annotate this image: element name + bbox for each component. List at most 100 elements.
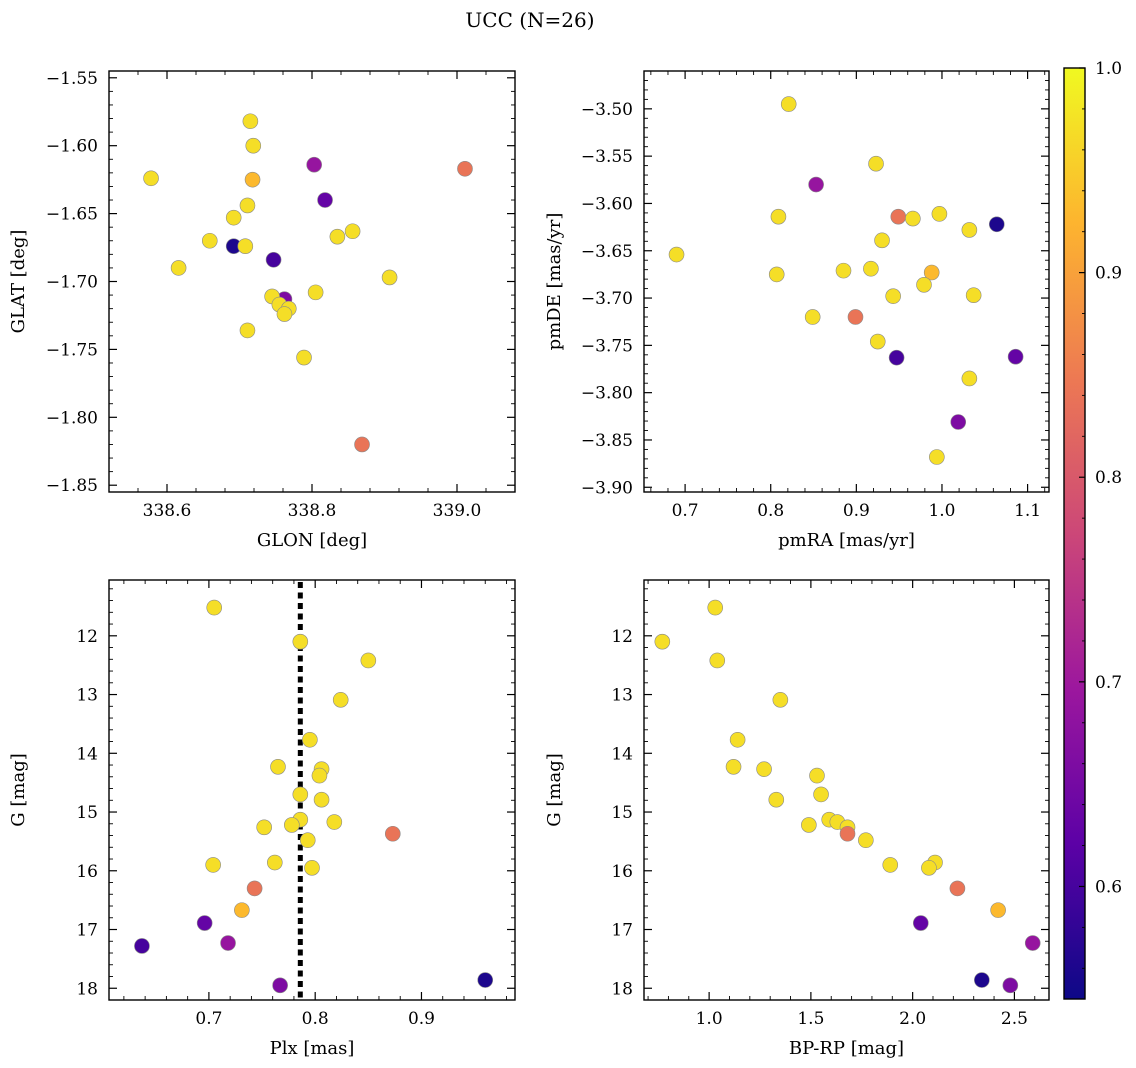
scatter-point [1002, 977, 1019, 994]
colorbar-tick-label: 1.0 [1095, 59, 1122, 79]
panel-glon-glat: 338.6 338.8 339.0 −1.55 −1.60 −1.65 −1.70 −1.75… [8, 69, 516, 551]
colorbar-tick-label: 0.9 [1095, 264, 1122, 284]
scatter-point [354, 436, 370, 453]
scatter-point [256, 819, 272, 836]
x-tick-label: 338.8 [288, 501, 337, 521]
scatter-point [770, 208, 787, 225]
scatter-point [808, 176, 824, 193]
scatter-point [296, 349, 312, 366]
scatter-point [916, 277, 932, 293]
scatter-point [302, 731, 318, 748]
y-tick-label: −1.75 [46, 340, 98, 360]
y-tick-label: 13 [76, 686, 98, 706]
scatter-point [317, 192, 333, 208]
y-axis-label: pmDE [mas/yr] [544, 213, 565, 351]
y-tick-label: −1.70 [46, 273, 98, 293]
scatter-point [890, 208, 907, 225]
y-tick-label: −3.85 [581, 431, 633, 451]
x-tick-label: 0.7 [195, 1009, 222, 1029]
scatter-point [270, 758, 286, 775]
scatter-point [244, 171, 261, 188]
scatter-point [905, 210, 921, 227]
y-tick-label: −1.60 [46, 137, 98, 157]
y-tick-label: −3.90 [581, 478, 633, 498]
y-axis-label: GLAT [deg] [8, 230, 29, 334]
scatter-point [304, 860, 320, 876]
y-tick-label: −3.80 [581, 384, 633, 404]
scatter-point [868, 155, 884, 172]
scatter-point [707, 599, 724, 616]
scatter-point [143, 170, 159, 187]
scatter-point [709, 652, 726, 669]
scatter-point [239, 197, 256, 214]
scatter-point [874, 232, 890, 249]
scatter-point [882, 857, 899, 873]
scatter-point [869, 333, 886, 350]
scatter-point [654, 633, 671, 650]
y-tick-label: −3.50 [581, 100, 633, 120]
scatter-point [272, 977, 288, 994]
y-tick-label: 12 [611, 627, 633, 647]
y-tick-label: −1.80 [46, 408, 98, 428]
scatter-point [237, 238, 254, 254]
scatter-point [170, 260, 187, 276]
scatter-point [847, 309, 864, 325]
scatter-point [225, 209, 242, 226]
y-tick-label: −3.75 [581, 336, 633, 356]
x-tick-label: 339.0 [433, 501, 482, 521]
colorbar: 0.6 0.7 0.8 0.9 1.0 [1063, 59, 1122, 1000]
panel-plx-g: 0.7 0.8 0.9 12 13 14 15 16 17 18 Plx [mas] G [mag] [8, 579, 516, 1059]
x-tick-label: 338.6 [143, 501, 192, 521]
scatter-point [839, 825, 856, 842]
x-tick-label: 1.0 [928, 501, 955, 521]
scatter-point [477, 972, 494, 988]
x-tick-label: 2.5 [1001, 1009, 1028, 1029]
scatter-point [809, 767, 825, 784]
scatter-point [242, 113, 259, 130]
scatter-point [313, 791, 330, 808]
y-tick-label: −3.60 [581, 194, 633, 214]
x-tick-label: 0.7 [672, 501, 699, 521]
y-tick-label: 15 [76, 803, 98, 823]
colorbar-tick-label: 0.7 [1095, 673, 1122, 693]
scatter-point [804, 309, 821, 325]
scatter-point [863, 260, 879, 277]
scatter-point [329, 228, 346, 245]
scatter-point [801, 817, 817, 833]
scatter-point [923, 264, 940, 281]
scatter-point [950, 414, 967, 430]
colorbar-gradient [1064, 68, 1085, 999]
scatter-point [307, 284, 324, 301]
scatter-point [344, 223, 361, 240]
scatter-point [974, 972, 990, 988]
scatter-point [326, 814, 343, 830]
colorbar-tick-label: 0.8 [1095, 468, 1122, 488]
y-tick-label: 18 [76, 979, 98, 999]
scatter-point [921, 860, 937, 876]
scatter-point [1007, 348, 1024, 365]
scatter-point [961, 222, 978, 238]
y-tick-label: 17 [611, 921, 633, 941]
x-tick-label: 1.0 [696, 1009, 723, 1029]
x-axis-label: pmRA [mas/yr] [778, 530, 915, 551]
y-tick-label: −1.65 [46, 205, 98, 225]
y-tick-label: 13 [611, 686, 633, 706]
scatter-point [245, 137, 262, 154]
x-tick-label: 0.8 [302, 1009, 329, 1029]
scatter-point [858, 832, 874, 849]
y-tick-label: −3.70 [581, 289, 633, 309]
scatter-point [888, 349, 905, 366]
scatter-point [332, 692, 349, 708]
scatter-point [246, 880, 263, 897]
y-tick-label: 15 [611, 803, 633, 823]
panel-bprp-g: 1.0 1.5 2.0 2.5 12 13 14 15 16 17 18 BP-RP [mag] G [… [544, 579, 1050, 1059]
y-tick-label: −3.55 [581, 147, 633, 167]
scatter-point [381, 269, 398, 286]
scatter-point [284, 817, 300, 833]
colorbar-tick-label: 0.6 [1095, 877, 1122, 897]
scatter-point [265, 251, 282, 268]
y-tick-label: 18 [611, 979, 633, 999]
scatter-point [990, 902, 1006, 918]
scatter-point [384, 825, 401, 842]
